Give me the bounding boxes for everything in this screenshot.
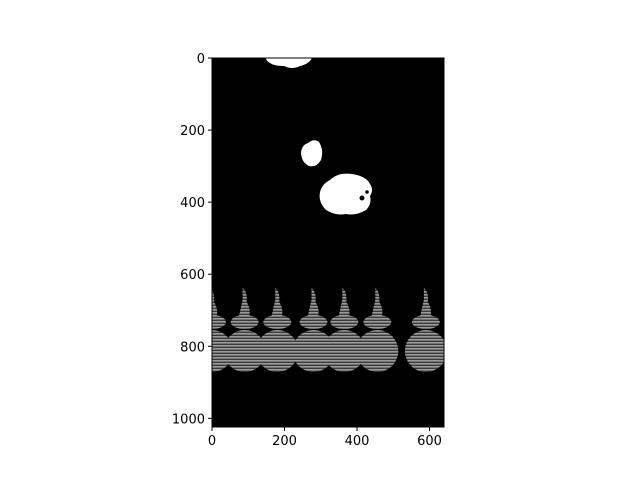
striped-shape [292,288,335,372]
y-axis: 0 200 400 600 800 1000 [172,52,212,427]
striped-stem [307,288,319,320]
striped-ring [299,315,328,329]
x-axis: 0 200 400 600 [208,427,442,449]
striped-ring [363,315,392,329]
striped-ring [263,315,292,329]
striped-shapes [212,288,444,372]
y-tick-label: 1000 [172,412,205,427]
blob-large-hole [365,190,369,194]
blob-large [319,173,372,215]
striped-stem [238,288,250,320]
striped-body [256,330,299,372]
striped-body [292,330,335,372]
striped-shape [404,288,444,372]
y-tick-label: 600 [180,268,205,283]
x-tick-label: 0 [208,434,216,449]
image-content [212,58,444,372]
x-tick-label: 600 [417,434,442,449]
x-tick-label: 200 [272,434,297,449]
striped-stem [338,288,350,320]
striped-body [223,330,266,372]
striped-body [323,330,366,372]
blob-top [266,58,312,68]
y-tick-label: 200 [180,124,205,139]
y-tick-label: 400 [180,196,205,211]
striped-shape [323,288,366,372]
x-tick-label: 400 [345,434,370,449]
y-tick-label: 800 [180,340,205,355]
striped-stem [419,288,431,320]
striped-ring [330,315,359,329]
striped-stem [271,288,283,320]
y-tick-label: 0 [197,52,205,67]
striped-stem [371,288,383,320]
striped-shape [356,288,399,372]
striped-shape [256,288,299,372]
striped-ring [230,315,259,329]
striped-body [356,330,399,372]
striped-shape [223,288,266,372]
blob-large-hole [359,195,365,201]
image-frame [211,57,445,428]
striped-ring [212,315,226,329]
striped-stem [212,290,218,320]
blob-small [301,140,323,167]
striped-body [404,330,444,372]
striped-ring [411,315,440,329]
